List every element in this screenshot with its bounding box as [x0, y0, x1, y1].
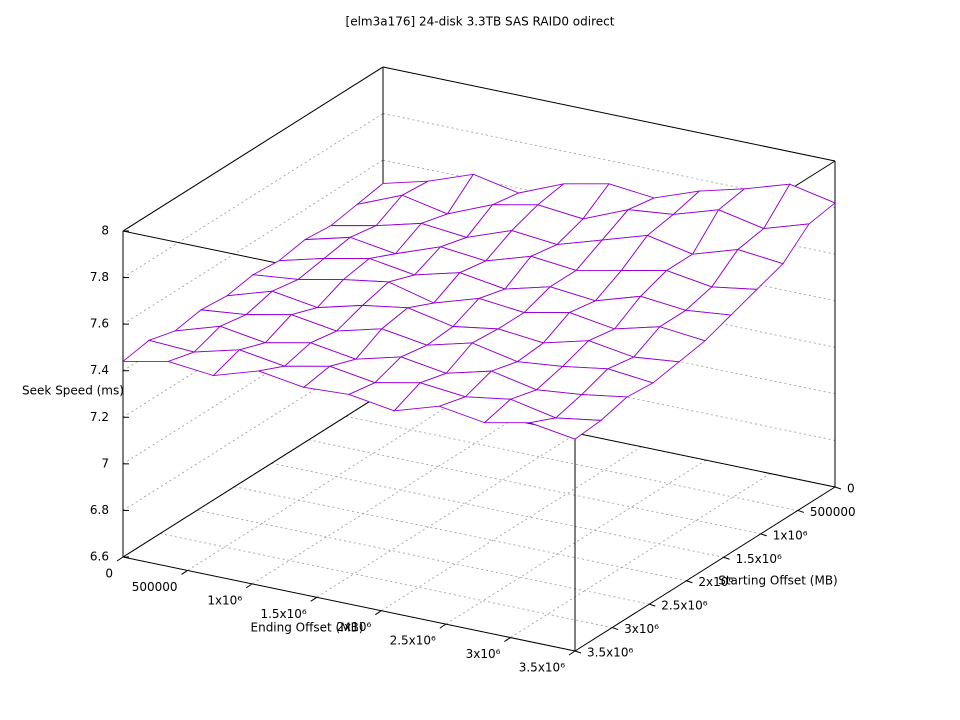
box-edge [122, 392, 384, 558]
x-tick-label: 1x10⁶ [207, 593, 242, 607]
tick-mark [181, 570, 188, 575]
tick-mark [611, 627, 619, 631]
z-tick-label: 6.6 [90, 550, 109, 564]
grid-line [445, 459, 707, 625]
tick-mark [723, 556, 730, 560]
y-tick-label: 500000 [810, 505, 856, 519]
surface-cell [528, 417, 603, 440]
z-tick-label: 8 [101, 224, 109, 238]
tick-mark [310, 596, 317, 602]
y-tick-label: 2x10⁶ [698, 575, 733, 589]
grid-line [308, 439, 761, 535]
chart-title: [elm3a176] 24-disk 3.3TB SAS RAID0 odire… [346, 15, 615, 29]
z-tick-label: 7.2 [90, 410, 109, 424]
y-tick-label: 2.5x10⁶ [661, 599, 707, 613]
y-tick-label: 1.5x10⁶ [736, 552, 782, 566]
grid-line [271, 462, 724, 558]
grid-line [251, 419, 513, 585]
y-tick-label: 3x10⁶ [624, 622, 659, 636]
x-tick-label: 500000 [132, 580, 178, 594]
y-axis-label: Starting Offset (MB) [718, 574, 838, 588]
tick-mark [760, 533, 767, 537]
x-tick-label: 2.5x10⁶ [390, 634, 436, 648]
grid-line [345, 416, 798, 511]
z-tick-label: 6.8 [90, 503, 109, 517]
z-tick-label: 7 [101, 456, 109, 470]
grid-line [122, 113, 384, 278]
tick-mark [568, 650, 576, 656]
grid-line [381, 446, 642, 612]
x-tick-label: 1.5x10⁶ [260, 607, 306, 621]
z-tick-label: 7.4 [90, 363, 109, 377]
tick-mark [439, 623, 447, 629]
tick-mark [686, 580, 693, 584]
x-tick-label: 3.5x10⁶ [519, 661, 565, 675]
tick-mark [574, 650, 582, 654]
grid-line [122, 159, 384, 325]
box-edge [574, 486, 836, 652]
x-tick-label: 0 [105, 567, 113, 581]
x-axis-label: Ending Offset (MB) [251, 621, 364, 635]
y-tick-label: 3.5x10⁶ [587, 646, 633, 660]
grid-line [316, 432, 577, 598]
x-tick-label: 2x10⁶ [336, 620, 371, 634]
grid-line [197, 509, 650, 605]
z-tick-label: 7.6 [90, 317, 109, 331]
tick-mark [116, 556, 124, 562]
tick-mark [649, 603, 656, 607]
grid-line [187, 406, 448, 571]
z-axis-label: Seek Speed (ms) [22, 384, 124, 398]
x-tick-label: 3x10⁶ [466, 647, 501, 661]
y-tick-label: 0 [847, 482, 855, 496]
z-tick-label: 7.8 [90, 270, 109, 284]
grid-line [160, 533, 613, 628]
box-edge [382, 66, 836, 162]
y-tick-label: 1x10⁶ [773, 528, 808, 542]
box-edge [122, 556, 576, 652]
box-edge [122, 66, 384, 232]
grid-line [234, 486, 687, 582]
tick-mark [245, 583, 253, 589]
tick-mark [504, 637, 511, 642]
grid-line [382, 113, 836, 208]
tick-mark [834, 486, 842, 490]
tick-mark [375, 610, 382, 616]
tick-mark [797, 509, 805, 513]
grid-line [510, 473, 771, 638]
